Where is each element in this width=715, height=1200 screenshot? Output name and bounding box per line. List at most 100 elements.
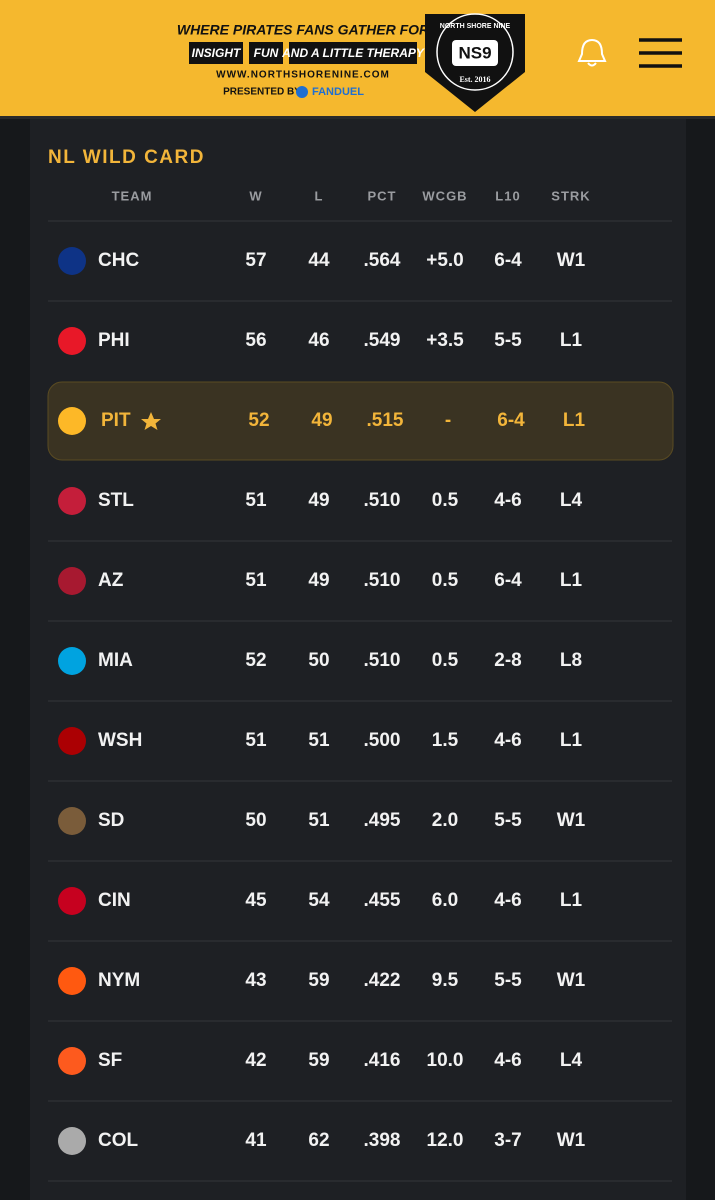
team-name: AZ (98, 570, 124, 591)
stat-cell: 6-4 (494, 570, 522, 591)
stat-cell: W1 (557, 970, 586, 991)
column-header: TEAM (112, 188, 153, 203)
stat-cell: 0.5 (432, 490, 459, 511)
stat-cell: 3-7 (494, 1130, 521, 1151)
stat-cell: 44 (308, 250, 330, 271)
stat-cell: .398 (364, 1130, 401, 1151)
stat-cell: 1.5 (432, 730, 459, 751)
stat-cell: 57 (245, 250, 266, 271)
stat-cell: 5-5 (494, 970, 522, 991)
stat-cell: .455 (364, 890, 401, 911)
site-url: WWW.NORTHSHORENINE.COM (216, 70, 390, 81)
team-logo (58, 887, 86, 915)
tagline: WHERE PIRATES FANS GATHER FOR (177, 22, 430, 38)
stat-cell: 45 (245, 890, 267, 911)
stat-cell: - (445, 410, 451, 431)
stat-cell: 2.0 (432, 810, 458, 831)
team-logo (58, 327, 86, 355)
stat-cell: 62 (308, 1130, 329, 1151)
stat-cell: L8 (560, 650, 582, 671)
team-logo (58, 1047, 86, 1075)
tag-box (189, 42, 243, 64)
team-name: STL (98, 490, 134, 511)
stat-cell: 52 (245, 650, 266, 671)
stat-cell: W1 (557, 250, 586, 271)
tag: FUN (254, 46, 279, 60)
stat-cell: 4-6 (494, 730, 521, 751)
presented-by: PRESENTED BY (223, 87, 301, 98)
tag: INSIGHT (192, 46, 242, 60)
team-logo (58, 1127, 86, 1155)
stat-cell: 43 (245, 970, 266, 991)
stat-cell: .510 (364, 650, 401, 671)
logo-center: NS9 (458, 43, 491, 62)
team-name: CHC (98, 250, 139, 271)
stat-cell: 12.0 (427, 1130, 464, 1151)
tag-box (249, 42, 283, 64)
stat-cell: L1 (560, 730, 583, 751)
stat-cell: 46 (308, 330, 329, 351)
stat-cell: .564 (364, 250, 401, 271)
team-logo (58, 407, 86, 435)
stat-cell: 0.5 (432, 570, 459, 591)
stat-cell: 6-4 (497, 410, 525, 431)
logo-top: NORTH SHORE NINE (440, 23, 511, 30)
stat-cell: 0.5 (432, 650, 459, 671)
team-name: COL (98, 1130, 139, 1151)
stat-cell: 49 (308, 490, 329, 511)
stat-cell: 41 (245, 1130, 267, 1151)
team-logo (58, 247, 86, 275)
stat-cell: 5-5 (494, 330, 522, 351)
stat-cell: 4-6 (494, 490, 521, 511)
stat-cell: 59 (308, 970, 329, 991)
stat-cell: 4-6 (494, 890, 521, 911)
stat-cell: .422 (364, 970, 401, 991)
sponsor-icon (296, 86, 308, 98)
column-header: W (249, 188, 262, 203)
stat-cell: 50 (308, 650, 329, 671)
stat-cell: 51 (245, 490, 267, 511)
team-name: PHI (98, 330, 130, 351)
stat-cell: 59 (308, 1050, 329, 1071)
stat-cell: L1 (560, 890, 583, 911)
stat-cell: 52 (248, 410, 269, 431)
logo-bottom: Est. 2016 (459, 75, 490, 84)
sponsor: FANDUEL (312, 86, 364, 98)
stat-cell: +5.0 (426, 250, 464, 271)
team-name: SD (98, 810, 124, 831)
column-header: L10 (495, 188, 520, 203)
stat-cell: 49 (311, 410, 332, 431)
team-name: PIT (101, 410, 131, 431)
stat-cell: .549 (364, 330, 401, 351)
team-name: WSH (98, 730, 142, 751)
team-name: MIA (98, 650, 133, 671)
logo-plate (452, 40, 498, 66)
team-logo (58, 567, 86, 595)
stat-cell: W1 (557, 1130, 586, 1151)
stat-cell: 51 (308, 810, 330, 831)
team-name: NYM (98, 970, 140, 991)
stat-cell: 51 (308, 730, 330, 751)
tag-box (289, 42, 417, 64)
team-logo (58, 727, 86, 755)
team-logo (58, 647, 86, 675)
team-logo (58, 807, 86, 835)
stat-cell: .416 (364, 1050, 401, 1071)
stat-cell: 54 (308, 890, 330, 911)
standings-table: TEAM W L PCT WCGB L10 STRK CHC 57 44 .564 +5.0 6-4 W1… (47, 188, 674, 1182)
header-border (0, 116, 715, 119)
menu-button[interactable] (639, 38, 682, 68)
stat-cell: 50 (245, 810, 266, 831)
stat-cell: 4-6 (494, 1050, 521, 1071)
notification-bell[interactable] (577, 38, 607, 67)
stat-cell: 49 (308, 570, 329, 591)
stat-cell: L1 (560, 570, 583, 591)
team-logo (58, 967, 86, 995)
stat-cell: 51 (245, 730, 267, 751)
column-header: PCT (368, 188, 397, 203)
highlight-row (47, 381, 674, 461)
team-name: SF (98, 1050, 122, 1071)
stat-cell: L1 (563, 410, 586, 431)
